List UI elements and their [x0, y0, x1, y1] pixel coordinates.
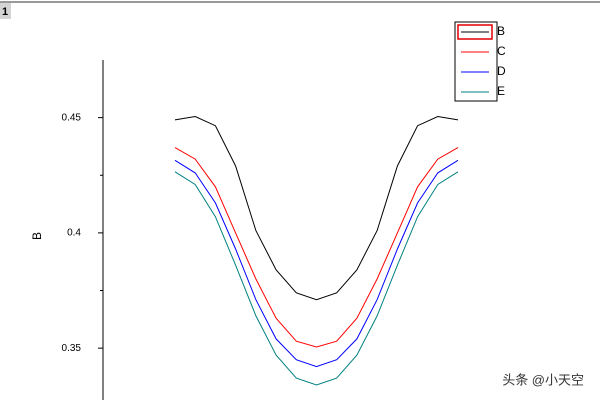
- y-tick-label: 0.45: [62, 112, 82, 123]
- legend-box: [454, 21, 498, 102]
- legend-label: D: [497, 64, 506, 78]
- watermark: 头条 @小天空: [502, 372, 584, 387]
- y-tick-label: 0.35: [62, 343, 82, 354]
- line-series: [174, 171, 459, 386]
- y-tick-label: 0.4: [67, 228, 81, 239]
- line-series: [174, 115, 459, 301]
- layer-badge: [0, 3, 11, 19]
- legend-label: B: [497, 24, 505, 38]
- line-series: [174, 159, 459, 368]
- legend-label: E: [497, 84, 505, 98]
- legend-label: C: [497, 44, 506, 58]
- legend-selection: [457, 24, 493, 40]
- layer-label: 1: [2, 6, 8, 18]
- line-series: [174, 147, 459, 348]
- y-axis-label: B: [30, 232, 44, 240]
